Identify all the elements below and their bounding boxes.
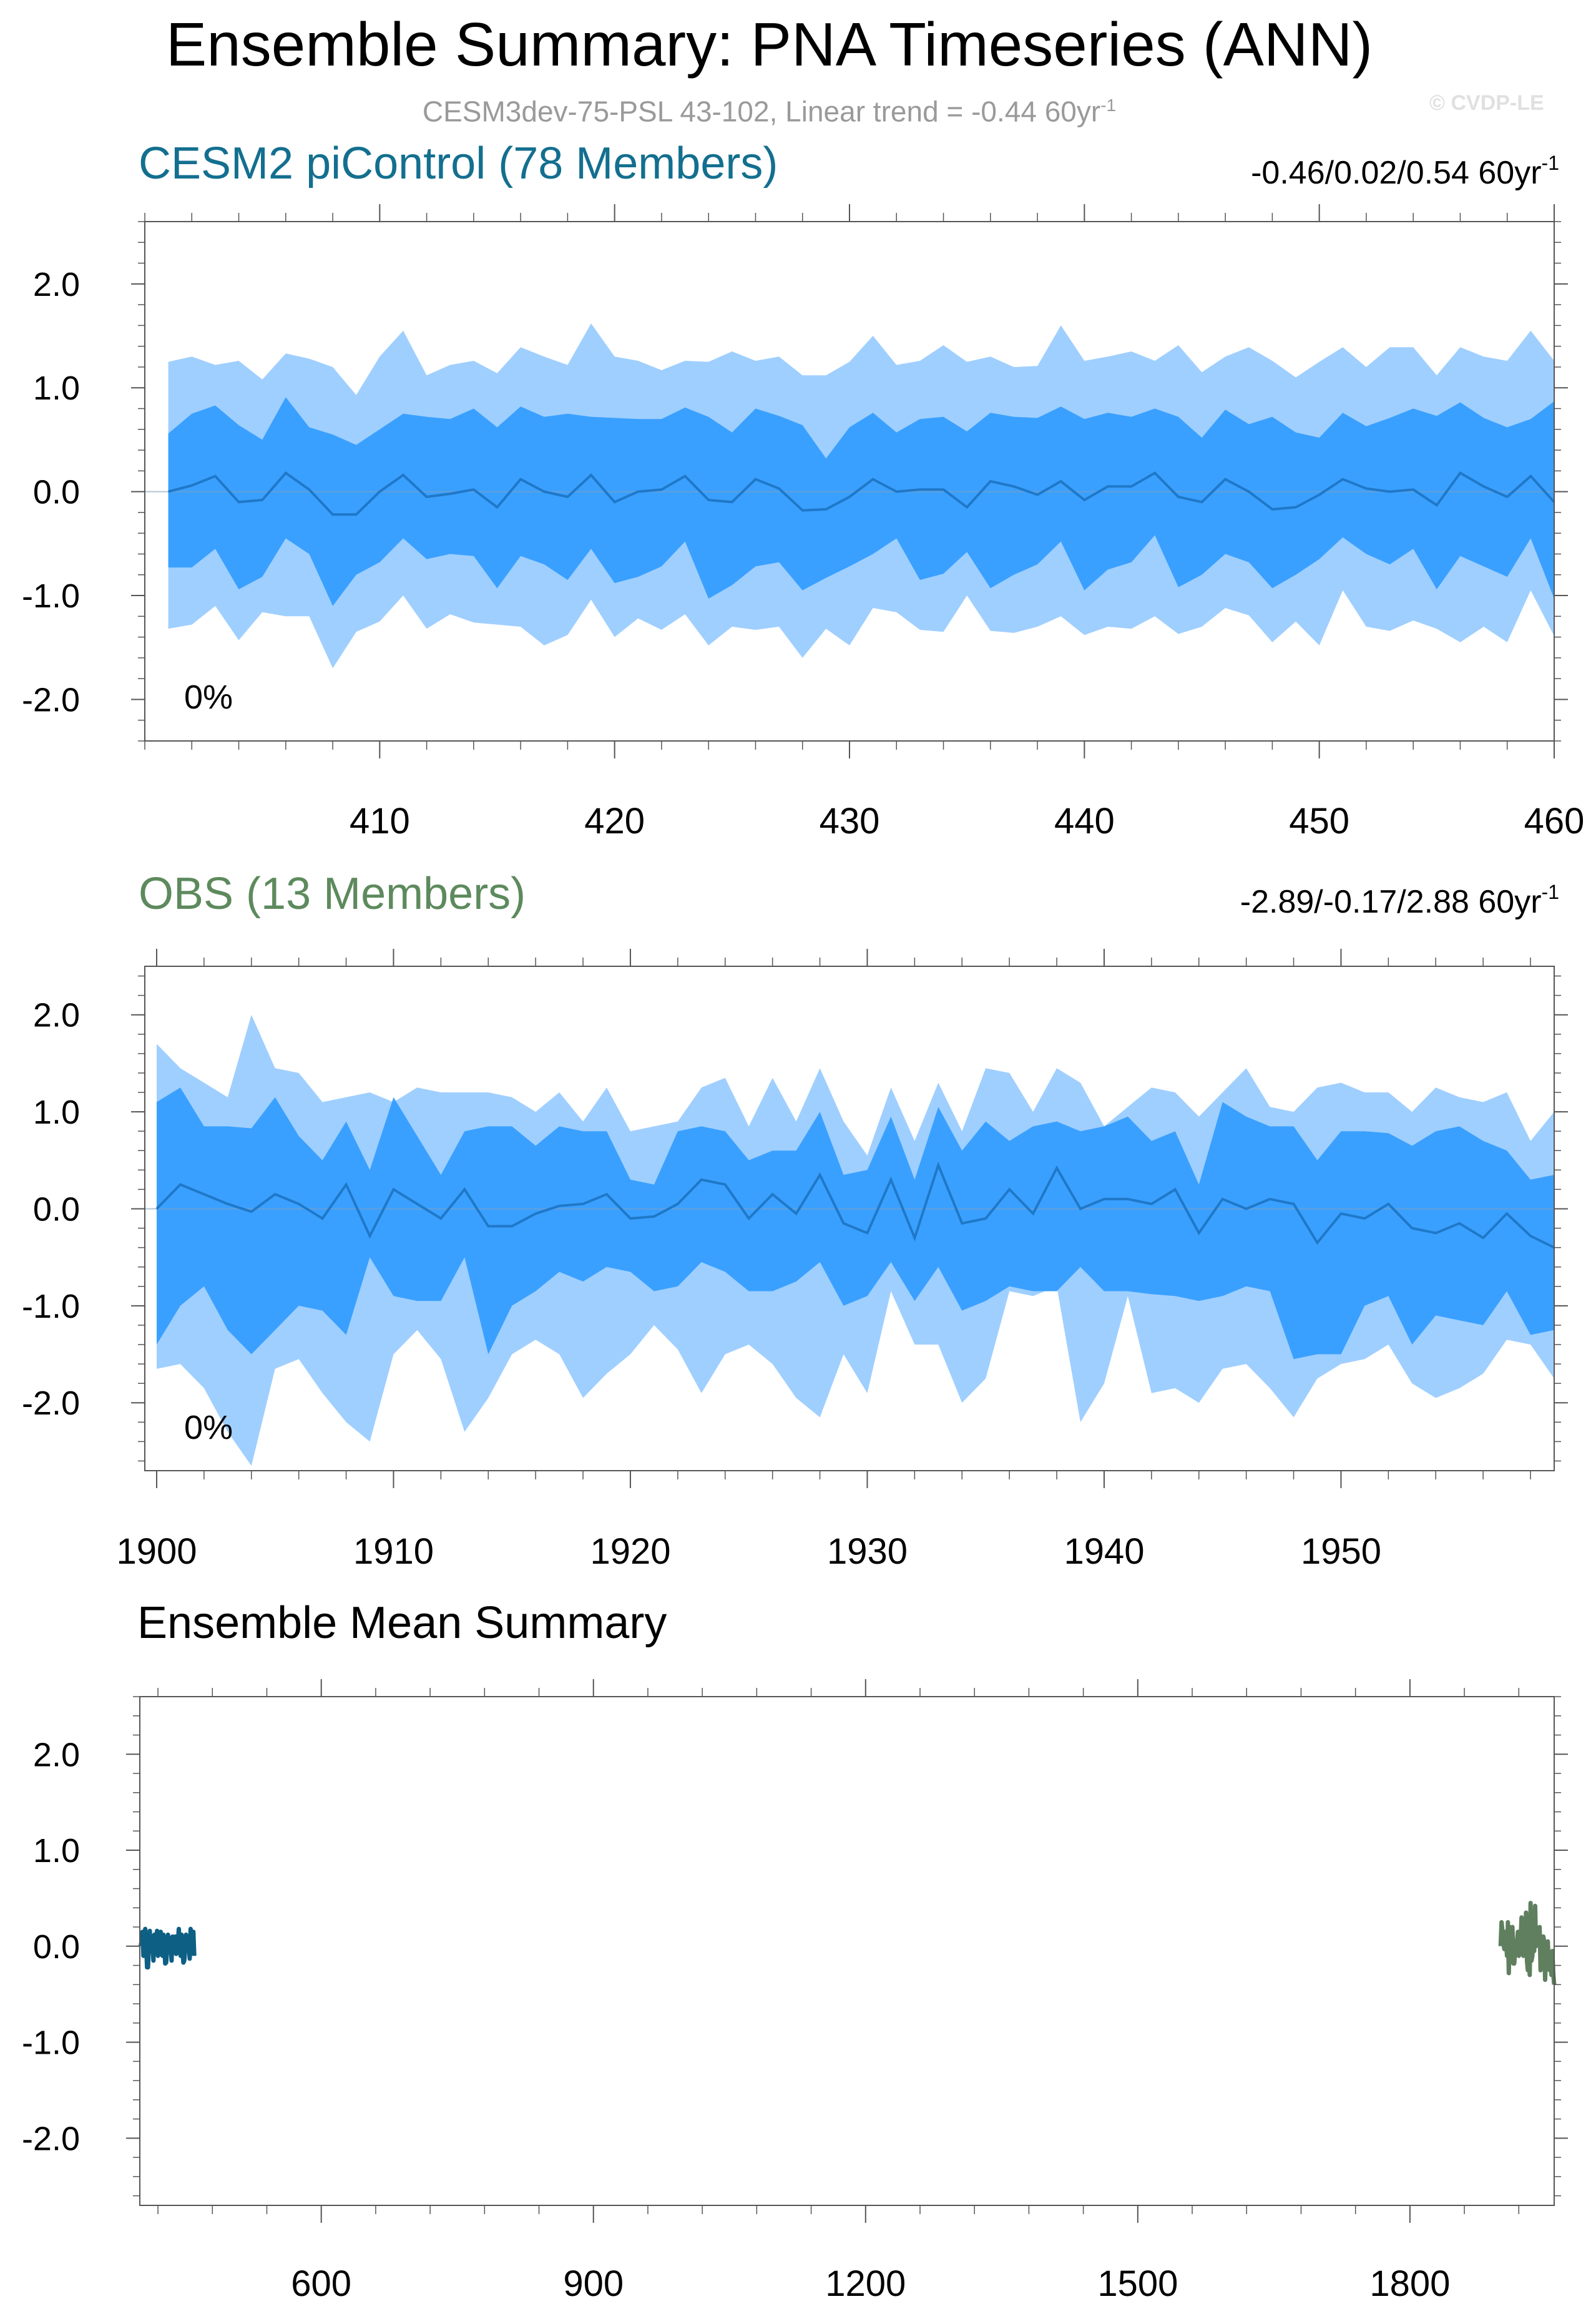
y-tick-label: 1.0 xyxy=(33,1094,80,1131)
plot-frame-obs xyxy=(144,966,1555,1471)
y-tick-label: 0.0 xyxy=(33,1928,80,1966)
plot-bg-em xyxy=(140,1697,1554,2205)
percent-label-cesm: 0% xyxy=(184,679,233,716)
y-tick-label: -1.0 xyxy=(22,1288,80,1325)
x-tick-label: 600 xyxy=(291,2263,351,2304)
y-tick-label: 2.0 xyxy=(33,997,80,1034)
plot-area-em: 2.0 1.0 0.0 -1.0 -2.0 600 900 1200 1500 1800 xyxy=(22,1679,1568,2304)
percent-label-obs: 0% xyxy=(184,1409,233,1446)
figure-subtitle-text: CESM3dev-75-PSL 43-102, Linear trend = -… xyxy=(422,95,1101,128)
y-tick-label: 2.0 xyxy=(33,1736,80,1773)
panel-cesm-range: -0.46/0.02/0.54 60yr-1 xyxy=(1251,152,1559,191)
x-tick-label: 450 xyxy=(1289,801,1349,841)
plot-area-obs: 2.0 1.0 0.0 -1.0 -2.0 1900 1910 1920 1930 1940 195… xyxy=(22,949,1568,1572)
x-tick-label: 1920 xyxy=(590,1531,670,1572)
y-tick-label: -2.0 xyxy=(22,1385,80,1422)
panel-cesm-range-sup: -1 xyxy=(1542,152,1559,174)
x-tick-label: 460 xyxy=(1524,801,1585,841)
y-tick-label: 0.0 xyxy=(33,1190,80,1228)
panel-obs-range: -2.89/-0.17/2.88 60yr-1 xyxy=(1240,881,1559,920)
panel-cesm: CESM2 piControl (78 Members) -0.46/0.02/… xyxy=(22,139,1584,841)
panel-obs: OBS (13 Members) -2.89/-0.17/2.88 60yr-1… xyxy=(22,869,1568,1572)
band-inner-obs xyxy=(157,1087,1554,1360)
y-tick-label: -2.0 xyxy=(22,2120,80,2157)
x-tick-label: 440 xyxy=(1054,801,1115,841)
x-tick-label: 1950 xyxy=(1301,1531,1381,1572)
em-series-cesm xyxy=(139,1926,197,1970)
x-tick-label: 1910 xyxy=(353,1531,434,1572)
figure-title: Ensemble Summary: PNA Timeseries (ANN) xyxy=(165,10,1373,79)
panel-obs-range-text: -2.89/-0.17/2.88 60yr xyxy=(1240,884,1542,920)
x-tick-label: 410 xyxy=(350,801,410,841)
x-tick-label: 420 xyxy=(584,801,645,841)
plot-frame-em xyxy=(139,1696,1555,2206)
panel-obs-range-sup: -1 xyxy=(1542,881,1559,903)
panel-obs-title: OBS (13 Members) xyxy=(139,869,526,919)
plot-area-cesm: 2.0 1.0 0.0 -1.0 -2.0 410 420 430 440 450 460 0% xyxy=(22,204,1584,841)
x-tick-label: 430 xyxy=(820,801,880,841)
ensemble-mean-line-obs xyxy=(155,1161,1555,1249)
y-tick-label: 1.0 xyxy=(33,1832,80,1870)
x-tick-label: 1940 xyxy=(1064,1531,1144,1572)
em-series-obs xyxy=(1498,1901,1557,1985)
figure-subtitle: CESM3dev-75-PSL 43-102, Linear trend = -… xyxy=(0,95,1539,128)
ensemble-mean-line-cesm xyxy=(168,471,1555,516)
y-tick-label: -1.0 xyxy=(22,2024,80,2062)
band-inner-cesm xyxy=(168,397,1554,606)
y-tick-label: 0.0 xyxy=(33,474,80,511)
panel-cesm-range-text: -0.46/0.02/0.54 60yr xyxy=(1251,155,1541,191)
panel-em-title: Ensemble Mean Summary xyxy=(137,1598,667,1648)
panel-cesm-title: CESM2 piControl (78 Members) xyxy=(139,139,778,189)
y-tick-label: -1.0 xyxy=(22,577,80,615)
x-tick-label: 900 xyxy=(563,2263,624,2304)
x-tick-label: 1200 xyxy=(825,2263,906,2304)
y-tick-label: 2.0 xyxy=(33,266,80,303)
y-tick-label: -2.0 xyxy=(22,681,80,718)
y-tick-label: 1.0 xyxy=(33,370,80,407)
x-tick-label: 1930 xyxy=(827,1531,908,1572)
figure-subtitle-sup: -1 xyxy=(1100,96,1117,115)
x-tick-label: 1900 xyxy=(116,1531,197,1572)
panel-em: Ensemble Mean Summary 2.0 1.0 0.0 -1.0 -2.0 6… xyxy=(22,1598,1568,2304)
watermark: © CVDP-LE xyxy=(1429,91,1544,115)
x-tick-label: 1800 xyxy=(1369,2263,1450,2304)
x-tick-label: 1500 xyxy=(1097,2263,1178,2304)
